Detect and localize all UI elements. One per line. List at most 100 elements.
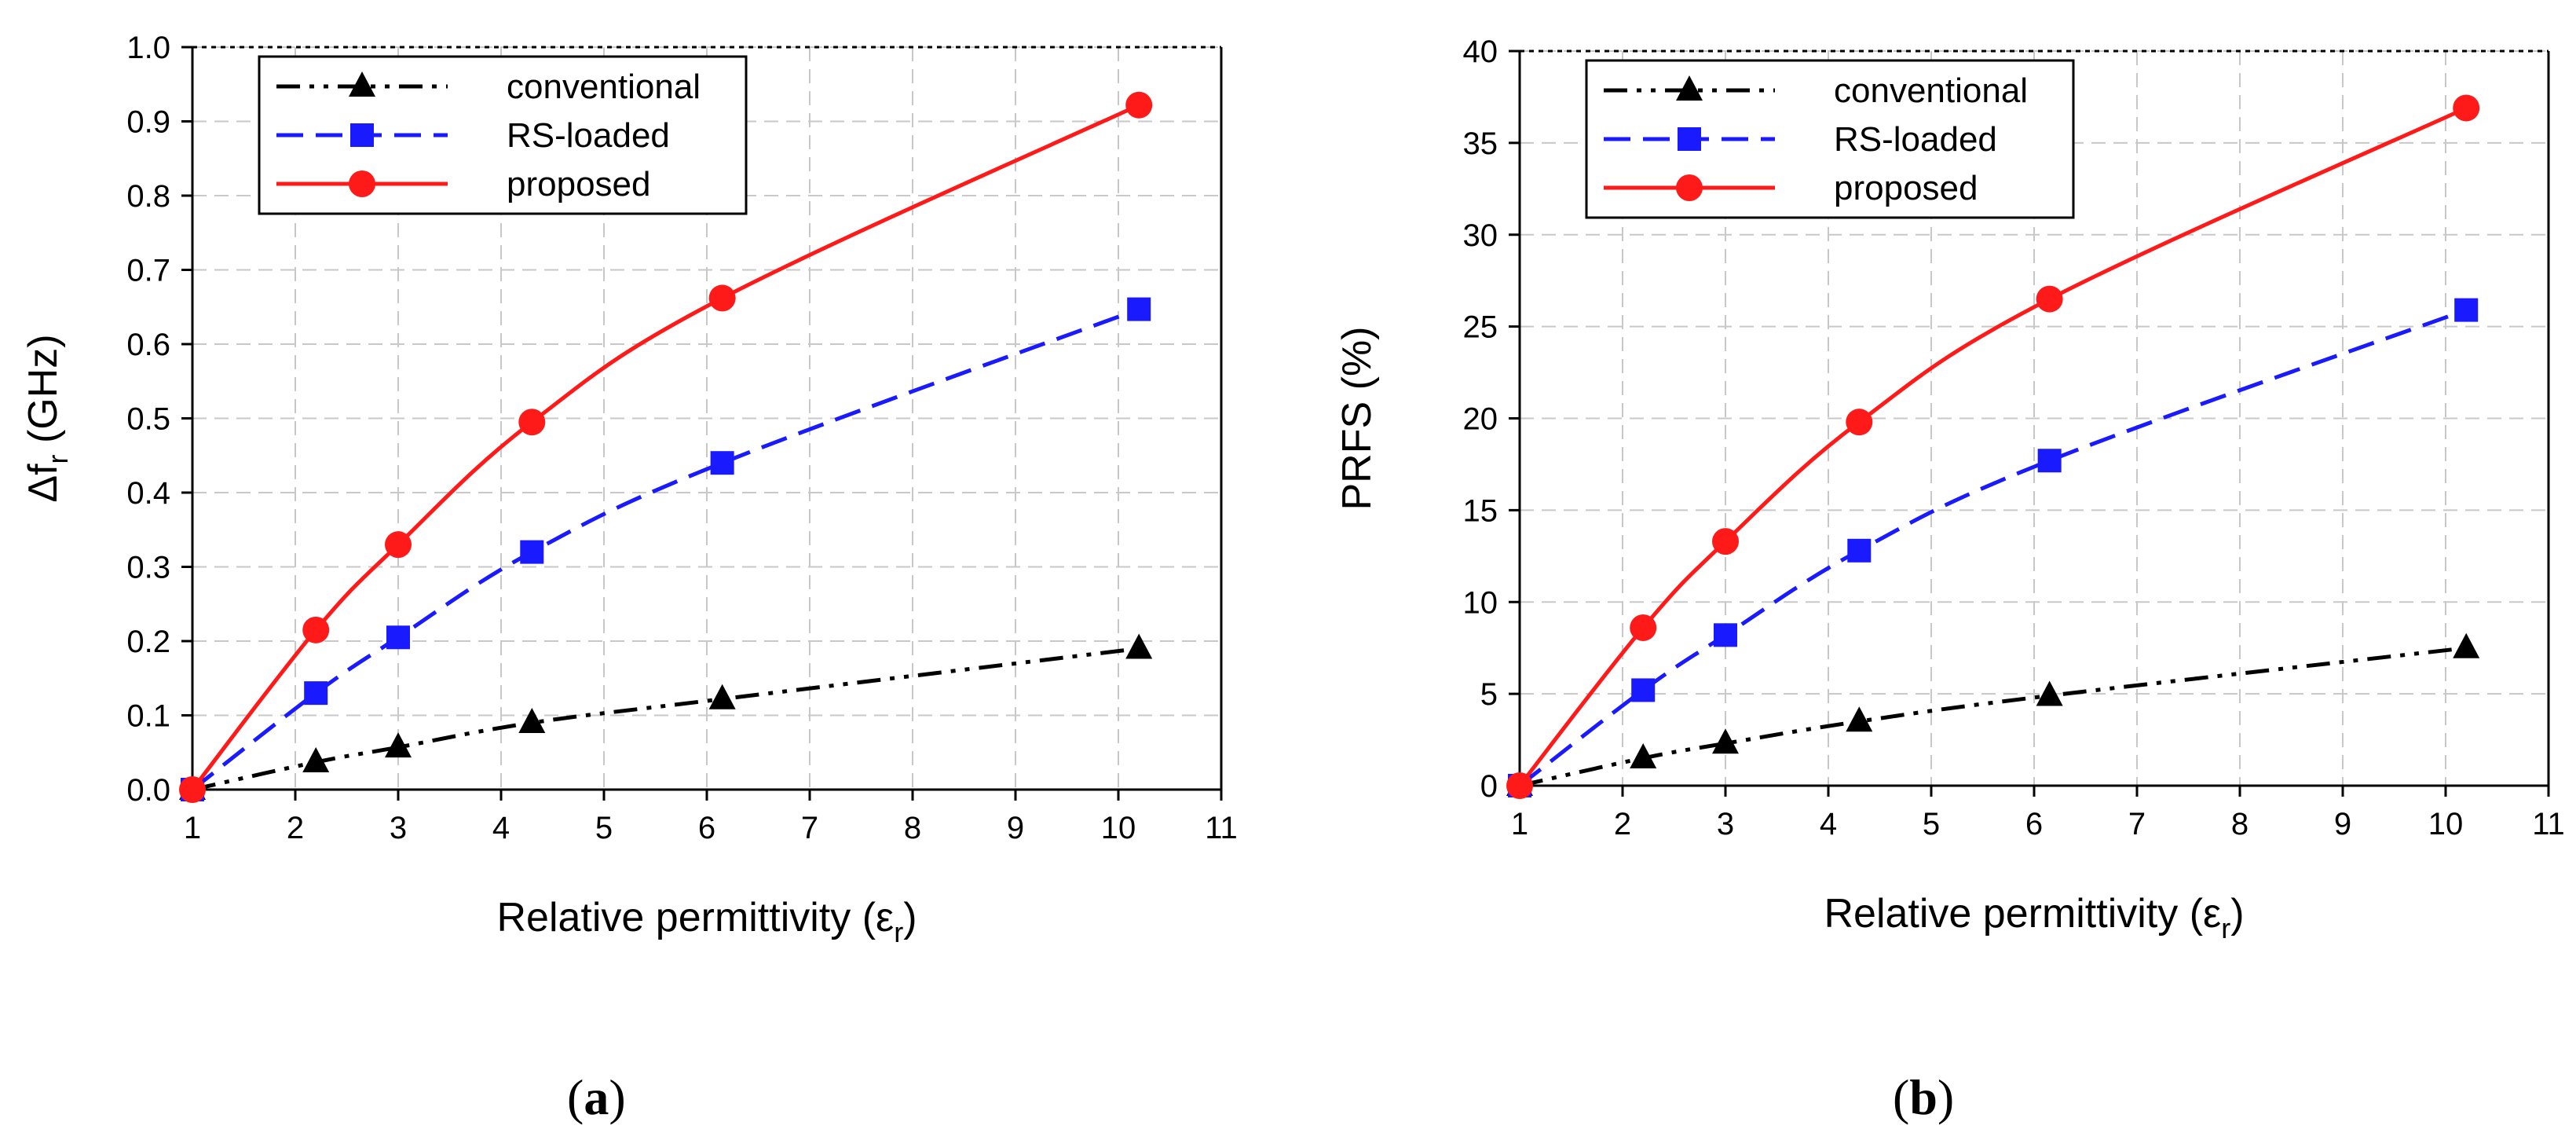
caption-b-letter: b <box>1909 1069 1937 1125</box>
chart-a-ytick-label: 0.0 <box>126 773 170 808</box>
chart-b-legend-marker <box>1678 127 1701 151</box>
chart-a-ytick-label: 0.9 <box>126 105 170 140</box>
chart-a-ytick-label: 0.8 <box>126 179 170 214</box>
chart-b-xtick-label: 3 <box>1717 807 1734 841</box>
chart-b-ytick-label: 20 <box>1463 402 1498 437</box>
chart-b-series-rs-loaded-point <box>2454 298 2479 322</box>
chart-a-series-conventional-point <box>518 707 546 733</box>
chart-b-series-conventional <box>1506 632 2480 796</box>
chart-b-series-conventional-point <box>1846 706 1873 732</box>
chart-b-series-rs-loaded <box>1508 298 2479 797</box>
chart-b-xtick-label: 7 <box>2128 807 2146 841</box>
chart-b-series-conventional-point <box>1712 728 1739 754</box>
chart-a-series-proposed-point <box>518 409 546 436</box>
chart-b-series-proposed-point <box>1846 409 1873 436</box>
chart-a-ylabel-sub: r <box>42 454 74 464</box>
chart-b-ytick-label: 25 <box>1463 310 1498 345</box>
chart-b-xtick-label: 5 <box>1923 807 1940 841</box>
chart-b-xlabel-close: ) <box>2230 891 2244 937</box>
chart-a-legend-marker <box>349 71 375 97</box>
chart-b-ytick-label: 10 <box>1463 585 1498 620</box>
chart-a-legend-marker <box>349 170 375 197</box>
chart-a-series-proposed <box>179 91 1153 803</box>
chart-a-series-proposed-point <box>385 531 412 559</box>
chart-b-xtick-label: 6 <box>2025 807 2043 841</box>
caption-b: (b) <box>1893 1069 1955 1125</box>
chart-b-series-proposed-point <box>1506 772 1533 799</box>
chart-a-legend-label: RS-loaded <box>507 116 670 155</box>
chart-a-series-rs-loaded-point <box>710 451 734 475</box>
chart-b-series-conventional-point <box>1630 742 1657 768</box>
chart-b-xlabel-main: Relative permittivity (ε <box>1824 891 2221 937</box>
chart-a-series-rs-loaded-line <box>191 307 1140 791</box>
chart-b-ytick-label: 15 <box>1463 493 1498 528</box>
chart-b-series-proposed-point <box>2453 94 2480 122</box>
chart-a-ytick-label: 0.7 <box>126 254 170 288</box>
chart-a-series-rs-loaded-point <box>304 681 328 706</box>
chart-a-ylabel-unit: (GHz) <box>20 334 66 454</box>
chart-a-xtick-label: 9 <box>1007 811 1024 845</box>
chart-b-xtick-label: 10 <box>2428 807 2464 841</box>
chart-a-legend-marker <box>350 123 374 147</box>
chart-b-series-rs-loaded-point <box>1847 538 1872 563</box>
chart-b-legend: conventional RS-loaded proposed <box>1585 59 2075 219</box>
chart-b-xtick-label: 4 <box>1820 807 1837 841</box>
chart-b-xlabel: Relative permittivity (εr) <box>1824 891 2244 944</box>
chart-b-xtick-label: 2 <box>1614 807 1631 841</box>
chart-a-xtick-label: 2 <box>287 811 304 845</box>
chart-a-legend-label: proposed <box>507 165 650 203</box>
chart-a-ylabel: Δfr (GHz) <box>20 334 74 502</box>
chart-b-ytick-label: 5 <box>1480 677 1498 712</box>
chart-b-legend-marker <box>1676 174 1703 201</box>
chart-a-xtick-label: 3 <box>390 811 407 845</box>
chart-a-xtick-label: 1 <box>184 811 201 845</box>
chart-a-xtick-label: 5 <box>595 811 613 845</box>
caption-a: (a) <box>567 1069 626 1125</box>
chart-b-ylabel: PRFS (%) <box>1334 327 1380 511</box>
chart-b-legend-label: conventional <box>1834 71 2028 110</box>
chart-a-series-proposed-point <box>708 284 736 312</box>
chart-a-series-proposed-point <box>1125 91 1153 119</box>
chart-b-ytick-label: 30 <box>1463 218 1498 253</box>
chart-a-xlabel-main: Relative permittivity (ε <box>496 895 894 940</box>
chart-a-xlabel: Relative permittivity (εr) <box>496 895 917 948</box>
caption-a-letter: a <box>584 1069 609 1125</box>
chart-a-xtick-label: 8 <box>904 811 921 845</box>
chart-a-series-rs-loaded-point <box>520 540 544 564</box>
chart-a-ytick-label: 1.0 <box>126 31 170 65</box>
chart-b-ytick-label: 40 <box>1463 35 1498 69</box>
chart-b-series-rs-loaded-point <box>1714 623 1737 647</box>
chart-a-series-conventional-line <box>192 646 1140 792</box>
chart-a-xlabel-close: ) <box>903 895 917 940</box>
chart-a-series-rs-loaded-point <box>1127 297 1151 321</box>
chart-a-series-rs-loaded <box>181 297 1151 801</box>
chart-a-xtick-label: 11 <box>1205 811 1238 845</box>
chart-a-ytick-label: 0.3 <box>126 551 170 585</box>
chart-b-ytick-label: 0 <box>1480 769 1498 804</box>
chart-b-ytick-label: 35 <box>1463 126 1498 161</box>
chart-b-svg: 1 2 3 4 5 6 7 8 9 10 11 0 5 10 15 20 25 30 35 40 Relative pe… <box>1334 35 2565 944</box>
chart-a-series-conventional-point <box>708 684 736 709</box>
chart-b-legend-marker <box>1676 75 1703 101</box>
chart-a-xtick-label: 10 <box>1101 811 1136 845</box>
chart-b-legend-label: RS-loaded <box>1834 120 1997 159</box>
chart-a-ylabel-main: Δf <box>20 464 66 503</box>
chart-a-series-conventional-point <box>302 747 330 773</box>
chart-a-series-conventional-point <box>1125 633 1153 659</box>
chart-a-series-proposed-line <box>191 103 1140 791</box>
chart-b-series-proposed-point <box>2036 285 2063 313</box>
chart-a-xtick-label: 6 <box>698 811 715 845</box>
chart-a-series-proposed-point <box>302 616 330 643</box>
chart-a-ytick-label: 0.4 <box>126 476 170 511</box>
chart-a-ytick-label: 0.1 <box>126 699 170 734</box>
chart-b-xtick-label: 1 <box>1511 807 1528 841</box>
chart-b-series-conventional-point <box>2036 680 2063 706</box>
chart-a-svg: 1 2 3 4 5 6 7 8 9 10 11 0.0 0.1 0.2 0.3 0.4 0.5 0.6 0.7 0.8… <box>20 31 1238 948</box>
chart-a-xtick-label: 4 <box>492 811 510 845</box>
chart-b-series-proposed <box>1506 94 2480 799</box>
chart-a-series-proposed-point <box>179 776 206 803</box>
chart-a-ytick-label: 0.6 <box>126 328 170 362</box>
chart-b-series-rs-loaded-line <box>1518 308 2468 787</box>
chart-panel-a: 1 2 3 4 5 6 7 8 9 10 11 0.0 0.1 0.2 0.3 0.4 0.5 0.6 0.7 0.8… <box>20 31 1238 948</box>
chart-b-series-rs-loaded-point <box>2037 449 2062 473</box>
